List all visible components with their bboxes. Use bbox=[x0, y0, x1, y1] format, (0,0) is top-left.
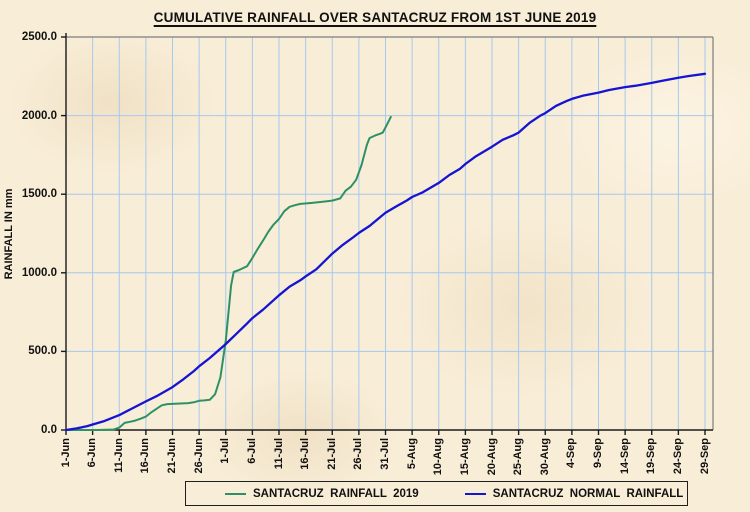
x-tick-label: 26-Jun bbox=[192, 438, 205, 474]
y-tick-label: 1000.0 bbox=[21, 266, 57, 279]
x-tick-label: 21-Jul bbox=[325, 438, 338, 470]
x-tick-label: 6-Jul bbox=[245, 438, 258, 464]
x-tick-label: 25-Aug bbox=[512, 438, 525, 476]
x-tick-label: 31-Jul bbox=[379, 438, 391, 470]
chart-title: CUMULATIVE RAINFALL OVER SANTACRUZ FROM … bbox=[0, 9, 750, 27]
x-tick-label: 29-Sep bbox=[698, 438, 711, 475]
x-tick-label: 1-Jun bbox=[59, 438, 72, 468]
legend-item-normal-rainfall: SANTACRUZ NORMAL RAINFALL bbox=[464, 487, 684, 500]
legend-label-rainfall-2019: SANTACRUZ RAINFALL 2019 bbox=[253, 487, 419, 500]
x-tick-label: 14-Sep bbox=[618, 438, 631, 475]
x-tick-label: 21-Jun bbox=[166, 438, 178, 474]
legend-line-sample-rainfall-2019 bbox=[225, 492, 246, 495]
x-tick-label: 15-Aug bbox=[458, 438, 471, 476]
legend-item-rainfall-2019: SANTACRUZ RAINFALL 2019 bbox=[225, 488, 419, 500]
x-tick-label: 24-Sep bbox=[671, 438, 684, 475]
chart-title-text: CUMULATIVE RAINFALL OVER SANTACRUZ FROM … bbox=[153, 10, 597, 25]
x-tick-label: 5-Aug bbox=[405, 438, 418, 470]
x-tick-label: 11-Jun bbox=[112, 438, 125, 473]
x-tick-label: 20-Aug bbox=[485, 438, 498, 476]
y-tick-label: 500.0 bbox=[28, 345, 57, 358]
x-tick-label: 10-Aug bbox=[432, 438, 445, 476]
x-tick-label: 11-Jul bbox=[272, 438, 285, 470]
legend-line-sample-normal-rainfall bbox=[464, 492, 486, 495]
series-rainfall-2019-line bbox=[65, 115, 392, 431]
y-tick-label: 2500.0 bbox=[21, 31, 57, 43]
y-tick-label: 0.0 bbox=[41, 424, 57, 436]
x-tick-label: 19-Sep bbox=[645, 438, 658, 475]
x-tick-label: 26-Jul bbox=[352, 438, 365, 470]
y-tick-label: 1500.0 bbox=[21, 188, 57, 201]
x-tick-label: 6-Jun bbox=[86, 438, 99, 468]
x-tick-label: 9-Sep bbox=[592, 438, 604, 468]
x-tick-label: 4-Sep bbox=[565, 438, 578, 468]
series-normal-rainfall-line bbox=[64, 72, 707, 432]
x-tick-label: 30-Aug bbox=[538, 438, 551, 476]
legend-label-normal-rainfall: SANTACRUZ NORMAL RAINFALL bbox=[492, 487, 684, 500]
x-tick-label: 1-Jul bbox=[219, 438, 232, 464]
y-tick-label: 2000.0 bbox=[21, 109, 57, 122]
x-tick-label: 16-Jul bbox=[299, 438, 312, 470]
legend: SANTACRUZ RAINFALL 2019 SANTACRUZ NORMAL… bbox=[185, 481, 688, 506]
x-tick-label: 16-Jun bbox=[139, 438, 152, 474]
